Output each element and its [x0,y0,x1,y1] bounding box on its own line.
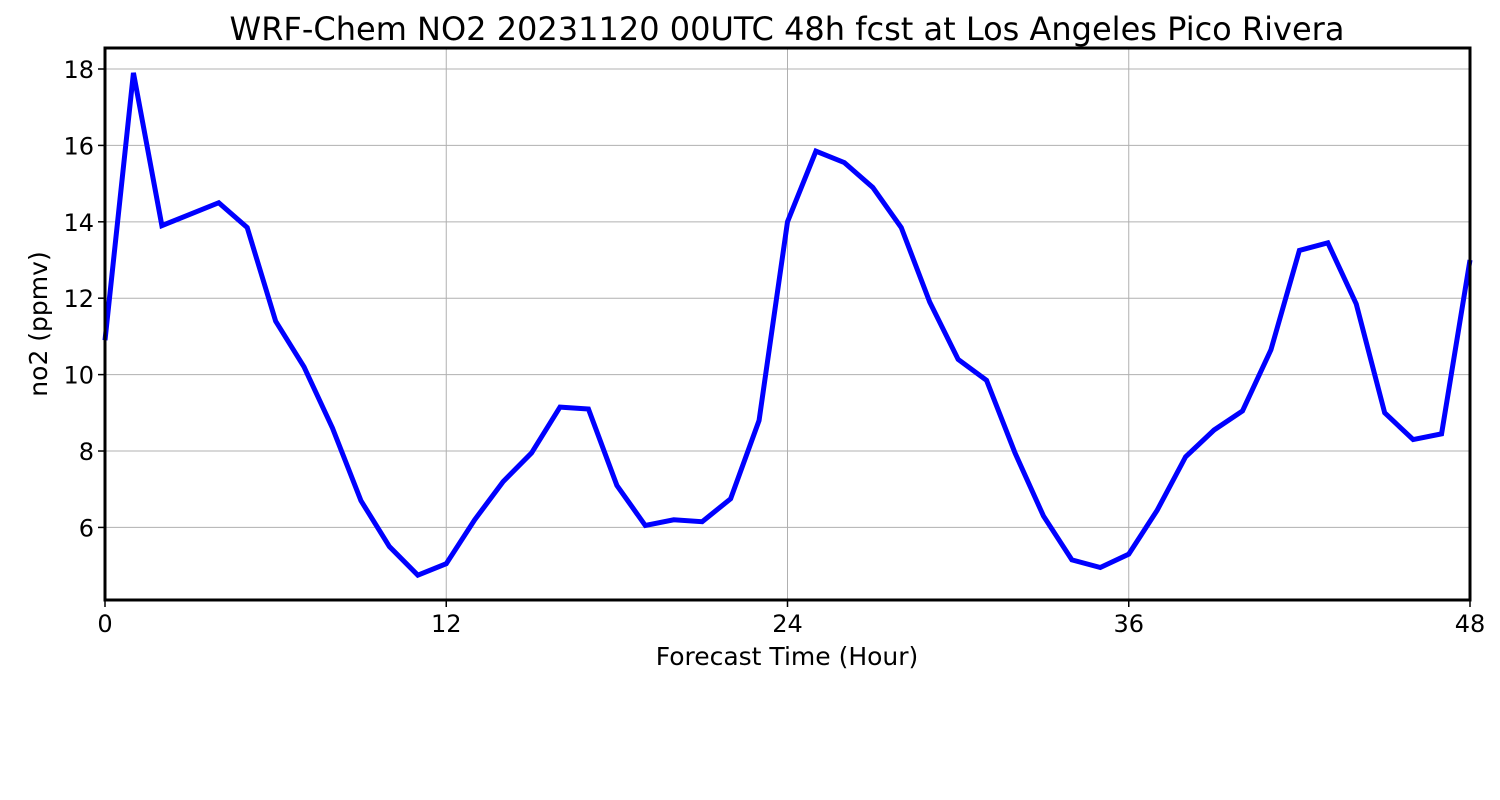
y-tick-label: 14 [63,209,94,237]
y-tick-label: 6 [79,514,94,542]
x-tick-label: 36 [1113,610,1144,638]
y-axis-label: no2 (ppmv) [24,251,53,396]
y-tick-label: 18 [63,56,94,84]
y-tick-label: 8 [79,438,94,466]
y-tick-label: 12 [63,285,94,313]
x-axis: 0 12 24 36 48 [97,600,1485,638]
x-tick-label: 24 [772,610,803,638]
y-tick-label: 10 [63,362,94,390]
grid [104,48,1471,600]
x-tick-label: 12 [431,610,462,638]
x-tick-label: 0 [97,610,112,638]
y-axis: 6 8 10 12 14 16 18 [63,56,105,542]
y-tick-label: 16 [63,132,94,160]
series-line [102,72,1473,579]
plot-series [102,72,1473,579]
x-axis-label: Forecast Time (Hour) [656,642,919,671]
x-tick-label: 48 [1455,610,1486,638]
chart-title: WRF-Chem NO2 20231120 00UTC 48h fcst at … [230,10,1345,48]
